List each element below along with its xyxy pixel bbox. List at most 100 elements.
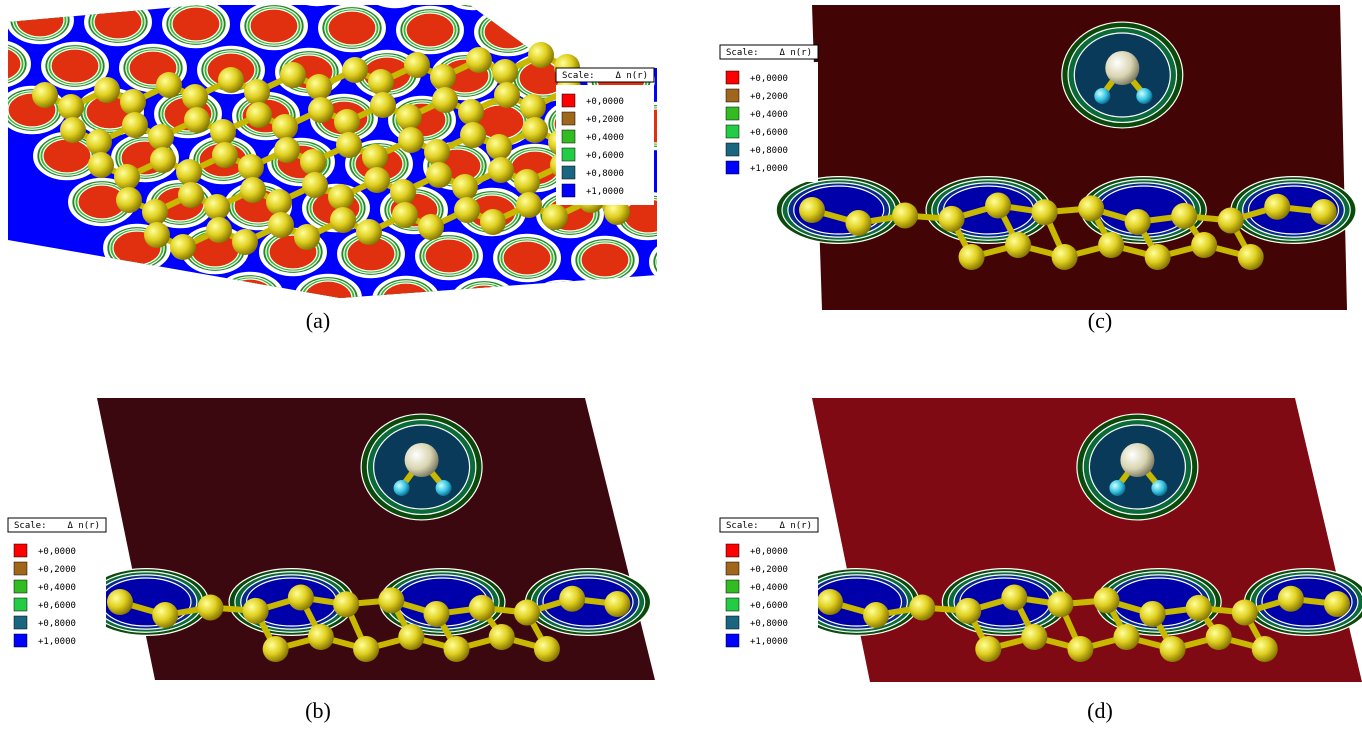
atom — [288, 584, 314, 610]
contour — [728, 240, 795, 287]
contour — [602, 0, 656, 9]
atom — [197, 594, 223, 620]
contour — [148, 277, 196, 311]
atom — [892, 202, 918, 228]
atom — [294, 224, 320, 250]
contour — [691, 289, 745, 327]
atom — [328, 184, 354, 210]
contour — [172, 7, 220, 41]
contour — [661, 151, 721, 194]
atom — [396, 104, 422, 130]
atom — [1052, 244, 1078, 270]
atom — [559, 586, 585, 612]
atom — [959, 244, 985, 270]
atom — [489, 624, 515, 650]
atom — [333, 591, 359, 617]
legend-swatch — [14, 544, 27, 557]
atom — [362, 144, 388, 170]
atom — [336, 132, 362, 158]
atom — [492, 59, 518, 85]
legend-label: +0,4000 — [38, 583, 76, 593]
contour — [688, 287, 748, 330]
contour — [287, 0, 347, 3]
contour — [613, 287, 667, 325]
contour — [653, 241, 713, 284]
contour — [631, 12, 698, 59]
atom — [1238, 244, 1264, 270]
contour — [656, 243, 710, 281]
legend-label: +1,0000 — [38, 637, 76, 647]
contour — [599, 0, 659, 11]
atom — [353, 636, 379, 662]
legend-label: +0,2000 — [38, 565, 76, 575]
contour — [250, 9, 298, 43]
atom — [114, 164, 140, 190]
legend-quantity: Δ n(r) — [615, 71, 648, 81]
atom — [1120, 443, 1154, 477]
atom — [150, 147, 176, 173]
contour — [532, 283, 592, 326]
contour — [769, 291, 823, 329]
atom — [799, 197, 825, 223]
atom — [142, 199, 168, 225]
legend-swatch — [726, 89, 739, 102]
contour — [737, 247, 785, 281]
legend-label: +1,0000 — [750, 637, 788, 647]
legend-quantity: Δ n(r) — [779, 521, 812, 531]
contour — [562, 17, 610, 51]
contour — [702, 201, 750, 235]
atom — [392, 202, 418, 228]
atom — [1047, 591, 1073, 617]
legend-swatch — [726, 125, 739, 138]
caption: (c) — [1088, 308, 1112, 333]
atom — [1098, 232, 1124, 258]
legend-label: +0,4000 — [586, 133, 624, 143]
atom — [302, 172, 328, 198]
atom — [1151, 480, 1167, 496]
atom — [334, 109, 360, 135]
atom — [909, 594, 935, 620]
figure: Scale:Δ n(r)+0,0000+0,2000+0,4000+0,6000… — [0, 0, 1362, 734]
legend: Scale:Δ n(r)+0,0000+0,2000+0,4000+0,6000… — [8, 518, 106, 655]
atom — [170, 234, 196, 260]
atom — [212, 142, 238, 168]
contour — [763, 286, 830, 333]
atom — [1186, 595, 1212, 621]
legend-quantity: Δ n(r) — [67, 521, 100, 531]
atom — [364, 167, 390, 193]
legend-swatch — [726, 634, 739, 647]
caption: (b) — [305, 698, 331, 723]
contour — [696, 197, 756, 240]
contour — [521, 0, 581, 9]
atom — [424, 139, 450, 165]
contour — [139, 270, 206, 317]
legend-title: Scale: — [726, 521, 759, 531]
atom — [432, 87, 458, 113]
atom — [488, 157, 514, 183]
legend-label: +0,4000 — [750, 110, 788, 120]
contour — [529, 280, 596, 327]
atom — [86, 129, 112, 155]
atom — [1094, 587, 1120, 613]
atom — [404, 52, 430, 78]
panel: Scale:Δ n(r)+0,0000+0,2000+0,4000+0,6000… — [720, 398, 1362, 723]
contour — [371, 0, 419, 1]
atom — [210, 119, 236, 145]
legend-title: Scale: — [14, 521, 47, 531]
contour — [128, 0, 195, 2]
contour — [484, 15, 532, 49]
contour — [503, 241, 551, 275]
atom — [148, 124, 174, 150]
atom — [1125, 209, 1151, 235]
contour — [650, 238, 717, 285]
contour — [664, 153, 718, 191]
legend: Scale:Δ n(r)+0,0000+0,2000+0,4000+0,6000… — [720, 518, 818, 655]
contour — [616, 289, 664, 323]
atom — [1005, 232, 1031, 258]
caption: (d) — [1087, 698, 1113, 723]
atom — [514, 169, 540, 195]
legend-swatch — [14, 616, 27, 629]
legend-label: +0,4000 — [750, 583, 788, 593]
atom — [486, 134, 512, 160]
atom — [1140, 601, 1166, 627]
